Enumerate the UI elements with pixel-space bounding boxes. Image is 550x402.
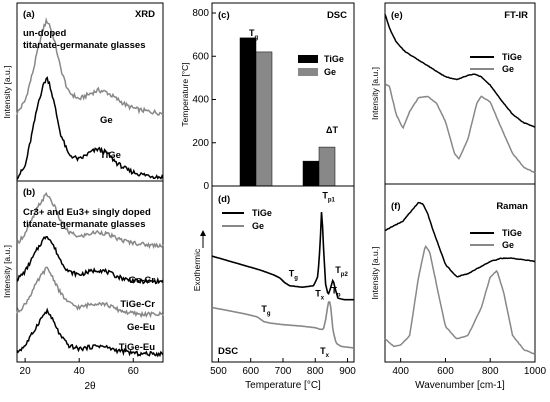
panel-c-legend-label-tige: TiGe [324,54,344,64]
panel-d-exo-arrowhead [200,230,206,236]
panel-f-xlabel: Wavenumber [cm-1] [415,380,505,391]
panel-d-annotation-3: Tx [315,289,325,302]
panel-d-annotation-5: Tp [331,285,341,298]
panel-e-series-tige [384,13,536,128]
panel-e-legend-label-ge: Ge [502,64,514,74]
panel-d-series-ge [211,301,355,349]
panel-d-corner-text: DSC [218,346,238,357]
panel-d-xtick-label: 600 [242,366,259,377]
panel-c-legend-swatch-tige [298,55,318,63]
panel-b-xtick-label: 20 [20,366,32,377]
panel-c-bar-ge-0 [255,51,273,187]
panel-b-xlabel: 2θ [84,381,96,392]
panel-b-series-label-ge-cr: Ge-Cr [129,275,156,286]
panel-c-category-tg: Tg [249,28,259,41]
panel-d-legend-label-ge: Ge [252,221,264,231]
panel-f-series-tige [384,201,536,278]
panel-f-frame [384,183,536,363]
panel-e-label: (e) [391,10,403,21]
panel-e-ylabel: Intensity [a.u.] [370,67,380,120]
panel-d-annotation-4: Tg [261,304,271,317]
panel-c-label: (c) [218,10,230,21]
panel-b-label: (b) [23,187,35,198]
panel-d-xtick-label: 800 [307,366,324,377]
panel-a-series-label-ge: Ge [100,115,113,126]
panel-f-series-ge [384,244,536,356]
panel-c-bar-ge-1 [318,146,336,187]
panel-e-title: FT-IR [504,10,528,21]
panel-b-series-ge-eu [16,266,164,319]
panel-a-series-tige [16,76,164,180]
panel-d-xtick-label: 900 [339,366,356,377]
panel-f-xtick-label: 400 [392,366,409,377]
panel-d-xtick-label: 700 [275,366,292,377]
panel-b-series-label-ge-eu: Ge-Eu [127,322,155,333]
panel-f-label: (f) [391,201,401,212]
panel-b-note-2: titanate-germanate glasses [23,219,146,230]
panel-c-ytick-label: 0 [203,181,209,192]
panel-a-ylabel: Intensity [a.u.] [2,66,12,119]
panel-d-annotation-2: Tp2 [335,265,348,278]
panel-c-ytick-label: 200 [192,138,209,149]
panel-b-series-label-tige-eu: TiGe-Eu [119,342,155,353]
panel-f-xtick-label: 1000 [524,366,547,377]
panel-c-ytick-label: 800 [192,8,209,19]
panel-f-xtick-label: 800 [482,366,499,377]
panel-a-note-1: un-doped [23,28,66,39]
panel-d-xlabel: Temperature [°C] [245,380,321,391]
panel-c-ytick-label: 600 [192,51,209,62]
panel-c-legend-label-ge: Ge [324,67,336,77]
panel-b-series-label-tige-cr: TiGe-Cr [120,299,155,310]
panel-b-series-tige-cr [16,235,164,285]
panel-b-series-ge-cr [16,191,164,250]
panel-d-label: (d) [218,194,230,205]
panel-c-bar-tige-1 [302,160,320,187]
panel-d-series-tige [211,212,354,301]
panel-b-xtick-label: 40 [74,366,86,377]
panel-a-title: XRD [135,9,155,20]
panel-f-legend-label-tige: TiGe [502,228,522,238]
panel-b-series-tige-eu [16,307,164,358]
panel-b-frame [16,180,164,363]
panel-d-ylabel: Exothermic [192,248,202,291]
panel-d-legend-label-tige: TiGe [252,208,272,218]
panel-f-ylabel: Intensity [a.u.] [370,247,380,300]
panel-d-annotation-6: Tx [320,346,330,359]
panel-c-category-dt: ΔT [326,125,338,135]
panel-f-title: Raman [496,201,528,212]
panel-d-xtick-label: 500 [210,366,227,377]
panel-a-series-label-tige: TiGe [100,150,121,161]
panel-a-series-ge [16,17,164,116]
panel-c-legend-swatch-ge [298,68,318,76]
panel-e-series-ge [384,82,536,174]
panel-b-xtick-label: 60 [128,366,140,377]
panel-c-bar-tige-0 [239,37,257,187]
panel-c-ylabel: Temperature [°C] [180,62,190,126]
panel-d-annotation-0: Tg [289,268,299,281]
panel-c-ytick-label: 400 [192,95,209,106]
panel-a-label: (a) [23,9,35,20]
panel-b-ylabel: Intensity [a.u.] [2,245,12,298]
panel-e-legend-label-tige: TiGe [502,52,522,62]
panel-c-title: DSC [327,10,347,21]
panel-b-note-1: Cr3+ and Eu3+ singly doped [23,207,151,218]
panel-f-legend-label-ge: Ge [502,240,514,250]
panel-f-xtick-label: 600 [437,366,454,377]
panel-d-annotation-1: Tp1 [322,190,335,203]
panel-a-note-2: titanate-germanate glasses [23,40,146,51]
